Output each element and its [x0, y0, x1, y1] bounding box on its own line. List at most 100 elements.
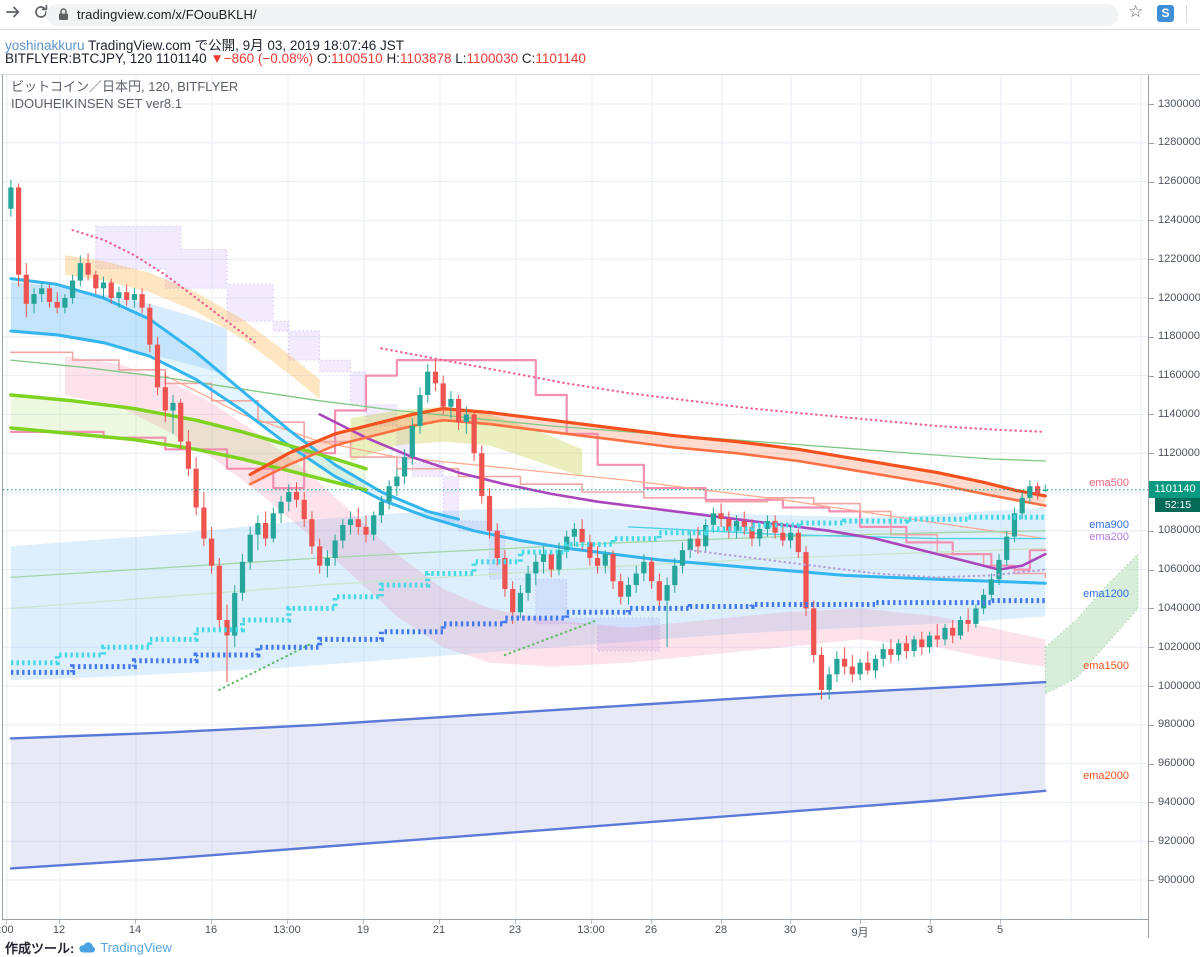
line-green_thin_a — [10, 359, 1046, 462]
high-label: H: — [386, 51, 400, 66]
band-olive_band — [350, 406, 583, 477]
time-axis-label: 26 — [644, 924, 658, 936]
line-blue_band_top — [9, 680, 1047, 740]
tradingview-brand-link[interactable]: TradingView — [100, 940, 172, 955]
price-axis-tick — [1149, 375, 1154, 377]
line-sar1 — [71, 229, 259, 346]
price-axis-tick — [1149, 880, 1154, 881]
price-axis-label: 1160000 — [1158, 369, 1200, 382]
price-axis-tick — [1149, 608, 1154, 610]
time-axis-tick — [363, 920, 364, 924]
footer-label: 作成ツール: — [5, 941, 75, 956]
ema-label-ema900: ema900 — [1089, 519, 1129, 531]
price-axis[interactable]: 1300000 1280000 1260000 1240000 1220000 12000… — [1148, 75, 1200, 939]
line-blue_b — [9, 277, 461, 521]
time-axis-tick — [1000, 920, 1001, 924]
price-axis-label: 1200000 — [1158, 291, 1200, 304]
ema-label-ema500: ema500 — [1089, 477, 1129, 489]
time-axis-tick — [930, 920, 931, 924]
time-axis-label: 9月 — [851, 927, 869, 939]
line-blue_a — [9, 329, 1047, 585]
time-axis-label: 28 — [714, 924, 728, 936]
line-orange_a — [248, 407, 1047, 498]
publish-info: TradingView.com で公開, 9月 03, 2019 18:07:4… — [88, 38, 404, 53]
dotted-overlays — [10, 229, 1048, 691]
chart-canvas — [3, 75, 1149, 919]
price-axis-label: 1280000 — [1158, 136, 1200, 149]
price-axis-label: 1120000 — [1158, 446, 1200, 459]
price-axis-tick — [1149, 104, 1154, 105]
time-axis-tick — [6, 920, 7, 924]
symbol-text: BITFLYER:BTCJPY, 120 1101140 — [5, 51, 207, 66]
chart-title-line2: IDOUHEIKINSEN SET ver8.1 — [11, 96, 182, 111]
ema-label-ema1200: ema1200 — [1083, 588, 1129, 600]
bookmark-star-icon[interactable]: ☆ — [1128, 2, 1144, 21]
chart-widget: ビットコイン／日本円, 120, BITFLYER IDOUHEIKINSEN … — [0, 74, 1200, 940]
price-axis-tick — [1149, 142, 1154, 144]
time-axis-label: 19 — [356, 924, 370, 936]
price-axis-label: 900000 — [1158, 873, 1195, 886]
band-bottom_band — [10, 682, 1046, 869]
low-label: L: — [455, 51, 467, 66]
price-axis-tick — [1149, 453, 1154, 455]
line-blue_band_bot — [9, 789, 1047, 870]
url-bar[interactable]: tradingview.com/x/FOouBKLH/ — [46, 3, 1118, 26]
open-label: O: — [316, 51, 332, 66]
time-axis-label: 12 — [52, 924, 66, 936]
forward-icon[interactable] — [4, 3, 22, 21]
line-salmon_step — [10, 351, 1047, 579]
close-value: 1101140 — [535, 51, 586, 66]
indicator-bands — [10, 225, 1139, 869]
time-axis[interactable]: :00 12 14 16 13:00 19 21 23 13:00 26 28 30 9月 3 5 — [0, 919, 1148, 940]
line-green_dots_b — [503, 618, 599, 657]
band-future_green — [1044, 552, 1139, 695]
price-axis-tick — [1149, 763, 1154, 765]
price-axis-label: 1000000 — [1158, 679, 1200, 692]
extension-s-icon[interactable]: S — [1157, 5, 1174, 22]
time-axis-tick — [790, 920, 791, 924]
time-axis-label: 21 — [432, 924, 446, 936]
ema-label-ema1500: ema1500 — [1083, 660, 1129, 672]
price-axis-label: 1180000 — [1158, 330, 1200, 343]
line-blue_step — [10, 598, 1046, 675]
price-axis-tick — [1149, 220, 1154, 222]
attribution-footer: 作成ツール: TradingView — [0, 938, 1200, 956]
ema-label-ema2000: ema2000 — [1083, 770, 1129, 782]
chart-title-line1: ビットコイン／日本円, 120, BITFLYER — [11, 79, 239, 94]
price-axis-label: 980000 — [1158, 718, 1195, 731]
candles-series — [8, 179, 1048, 700]
time-axis-tick — [211, 920, 212, 924]
price-chart-pane[interactable]: ビットコイン／日本円, 120, BITFLYER IDOUHEIKINSEN … — [2, 75, 1149, 919]
line-green_dots_a — [218, 642, 313, 691]
publication-header: yoshinakkuru TradingView.com で公開, 9月 03,… — [0, 30, 1200, 74]
band-blue_pair_fill — [10, 278, 459, 525]
line-lime_a — [9, 393, 368, 471]
open-value: 1100510 — [331, 51, 383, 66]
low-value: 1100030 — [466, 51, 519, 66]
price-axis-tick — [1149, 569, 1154, 571]
price-axis-label: 1080000 — [1158, 524, 1200, 537]
time-axis-tick — [721, 920, 722, 924]
price-axis-tick — [1149, 802, 1154, 804]
line-sar2 — [380, 347, 1047, 433]
price-axis-label: 960000 — [1158, 757, 1195, 770]
high-value: 1103878 — [399, 51, 452, 66]
price-axis-label: 1240000 — [1158, 213, 1200, 226]
toolbar-divider — [1186, 5, 1187, 23]
price-axis-tick — [1149, 181, 1154, 183]
price-axis-label: 940000 — [1158, 795, 1195, 808]
price-axis-label: 1040000 — [1158, 601, 1200, 614]
chart-title: ビットコイン／日本円, 120, BITFLYER IDOUHEIKINSEN … — [11, 78, 238, 112]
lock-icon — [59, 8, 68, 20]
time-axis-label: 3 — [926, 924, 934, 936]
time-axis-tick — [860, 920, 861, 924]
price-axis-label: 1260000 — [1158, 175, 1200, 188]
time-axis-label: 16 — [204, 924, 218, 936]
time-axis-tick — [135, 920, 136, 924]
line-lime_b — [9, 426, 368, 492]
bar-countdown-badge: 52:15 — [1155, 498, 1200, 513]
time-axis-tick — [591, 920, 592, 924]
author-link[interactable]: yoshinakkuru — [5, 38, 85, 53]
band-lavender_cloud — [95, 225, 660, 652]
price-axis-tick — [1149, 298, 1154, 299]
